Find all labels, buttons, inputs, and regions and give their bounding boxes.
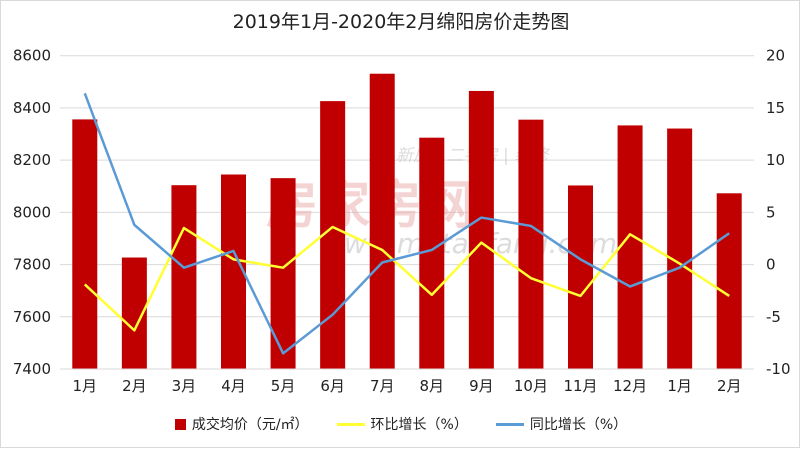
x-tick-label: 6月 (320, 377, 345, 395)
bar-3 (171, 185, 196, 369)
y-left-tick-label: 7800 (13, 256, 51, 274)
bar-14 (717, 193, 742, 369)
x-tick-label: 7月 (370, 377, 395, 395)
y-left-tick-label: 8200 (13, 151, 51, 169)
y-right-tick-label: -5 (766, 308, 781, 326)
y-left-tick-label: 8400 (13, 99, 51, 117)
bar-13 (667, 129, 692, 369)
x-tick-label: 9月 (469, 377, 494, 395)
bar-11 (568, 185, 593, 369)
y-right-tick-label: -10 (766, 360, 791, 378)
y-left-tick-label: 8000 (13, 203, 51, 221)
x-tick-label: 4月 (221, 377, 246, 395)
y-left-tick-label: 8600 (13, 47, 51, 65)
legend-item-yoy: 同比增长（%） (496, 414, 627, 434)
x-tick-label: 8月 (420, 377, 445, 395)
y-right-tick-label: 0 (766, 256, 776, 274)
y-right-tick-label: 15 (766, 99, 785, 117)
bar-9 (469, 91, 494, 369)
bar-1 (72, 119, 97, 369)
legend-swatch-bar (175, 419, 186, 430)
x-tick-label: 11月 (563, 377, 597, 395)
bar-12 (618, 125, 643, 369)
x-tick-label: 12月 (613, 377, 647, 395)
legend-item-mom: 环比增长（%） (337, 414, 468, 434)
x-tick-label: 1月 (667, 377, 692, 395)
x-tick-label: 2月 (717, 377, 742, 395)
x-tick-label: 10月 (514, 377, 548, 395)
legend-swatch-line (337, 423, 365, 426)
legend-label: 环比增长（%） (371, 414, 468, 434)
y-right-tick-label: 20 (766, 47, 785, 65)
legend-swatch-line (496, 423, 524, 426)
legend-label: 成交均价（元/㎡） (192, 414, 309, 434)
bar-10 (518, 120, 543, 369)
legend-item-price: 成交均价（元/㎡） (175, 414, 309, 434)
bar-5 (271, 178, 296, 369)
legend-label: 同比增长（%） (530, 414, 627, 434)
x-tick-label: 2月 (122, 377, 147, 395)
y-right-tick-label: 10 (766, 151, 785, 169)
x-tick-label: 5月 (271, 377, 296, 395)
x-tick-label: 1月 (73, 377, 98, 395)
y-right-tick-label: 5 (766, 203, 776, 221)
bar-7 (370, 74, 395, 369)
x-tick-label: 3月 (172, 377, 197, 395)
y-left-tick-label: 7400 (13, 360, 51, 378)
y-left-tick-label: 7600 (13, 308, 51, 326)
legend: 成交均价（元/㎡） 环比增长（%） 同比增长（%） (1, 414, 800, 434)
